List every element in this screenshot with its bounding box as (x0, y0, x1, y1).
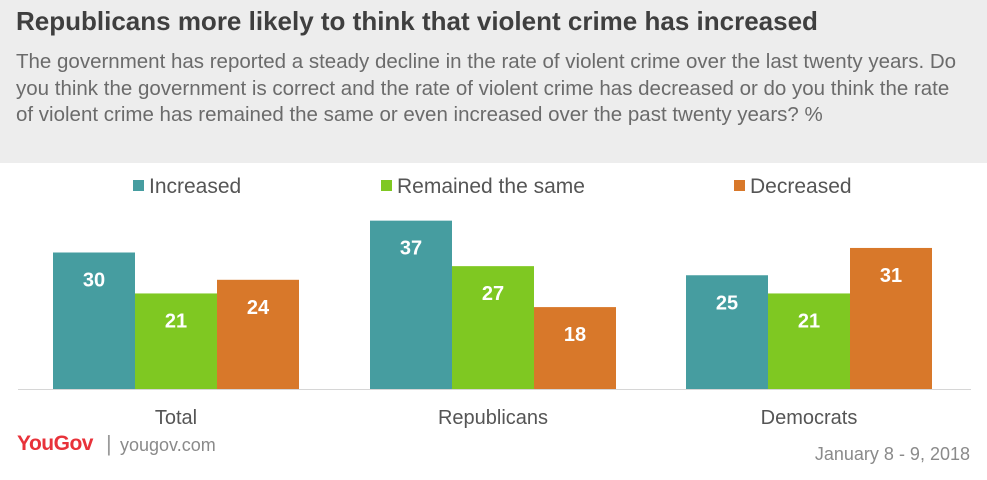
header-panel: Republicans more likely to think that vi… (0, 0, 987, 163)
data-label-total-decreased: 24 (247, 297, 270, 319)
category-label-republicans: Republicans (438, 407, 548, 429)
category-label-total: Total (155, 407, 197, 429)
bar-democrats-remained (768, 293, 850, 389)
bar-total-remained (135, 293, 217, 389)
data-label-total-increased: 30 (83, 270, 105, 292)
bar-total-increased (53, 252, 135, 389)
bar-republicans-decreased (534, 307, 616, 389)
legend-swatch-remained (381, 180, 392, 191)
legend-label-remained: Remained the same (397, 175, 585, 198)
bar-republicans-remained (452, 266, 534, 389)
yougov-logo: YouGov (17, 432, 93, 455)
footer-date: January 8 - 9, 2018 (814, 444, 970, 464)
legend-item-remained: Remained the same (381, 175, 585, 199)
footer-separator: | (106, 431, 112, 456)
data-label-democrats-decreased: 31 (880, 265, 902, 287)
bar-democrats-increased (686, 275, 768, 389)
bar-democrats-decreased (850, 247, 932, 389)
bar-republicans-increased (370, 220, 452, 389)
data-label-republicans-increased: 37 (400, 238, 422, 260)
data-label-total-remained: 21 (165, 310, 187, 332)
legend-label-decreased: Decreased (750, 175, 852, 198)
legend: Increased Remained the same Decreased (0, 175, 987, 203)
data-label-republicans-decreased: 18 (564, 324, 586, 346)
legend-item-increased: Increased (133, 175, 241, 199)
data-label-republicans-remained: 27 (482, 283, 504, 305)
data-label-democrats-increased: 25 (716, 292, 738, 314)
legend-swatch-decreased (734, 180, 745, 191)
data-label-democrats-remained: 21 (798, 310, 820, 332)
bar-total-decreased (217, 279, 299, 389)
chart-subtitle: The government has reported a steady dec… (16, 50, 957, 126)
category-label-democrats: Democrats (761, 407, 858, 429)
chart-title: Republicans more likely to think that vi… (16, 6, 818, 36)
legend-swatch-increased (133, 180, 144, 191)
legend-item-decreased: Decreased (734, 175, 852, 199)
footer-site: yougov.com (120, 435, 216, 455)
legend-label-increased: Increased (149, 175, 242, 198)
